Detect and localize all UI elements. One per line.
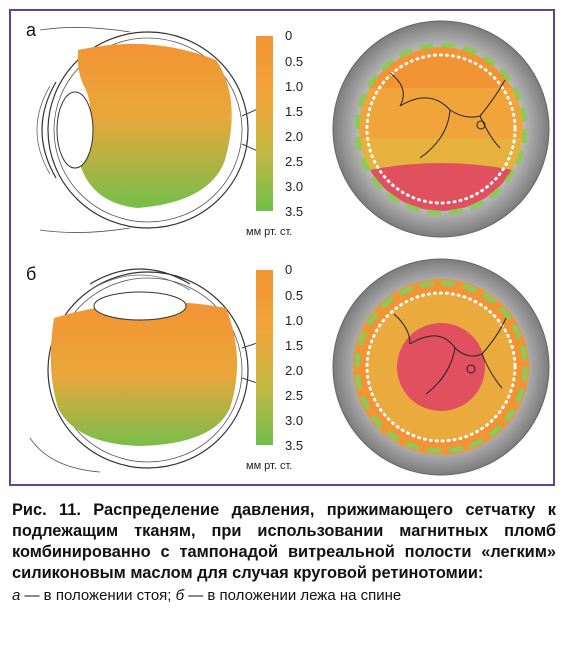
eye-sagittal-b [29, 268, 261, 473]
legend-b-letter: б [175, 587, 185, 604]
scale-tick: 1.0 [285, 313, 304, 328]
scale-tick: 0 [285, 262, 293, 277]
scale-bar-b [256, 270, 273, 445]
panel-b-label: б [26, 264, 37, 284]
legend-a-text: — в положении стоя; [20, 587, 176, 604]
scale-tick: 2.0 [285, 363, 304, 378]
scale-bar-a [256, 36, 273, 211]
eye-sagittal-a [36, 27, 261, 233]
scale-tick: 3.0 [285, 413, 304, 428]
scale-tick: 3.5 [285, 204, 304, 219]
units-label-b: мм рт. ст. [246, 460, 293, 472]
scale-tick: 0.5 [285, 54, 304, 69]
scale-tick: 3.0 [285, 179, 304, 194]
scale-tick: 2.5 [285, 154, 304, 169]
scale-tick: 2.0 [285, 129, 304, 144]
panel-a-label: а [26, 20, 37, 40]
scale-tick: 1.5 [285, 104, 304, 119]
caption-prefix: Рис. 11. [12, 501, 81, 519]
scale-tick: 2.5 [285, 388, 304, 403]
retina-map-a [332, 20, 550, 238]
scale-tick: 1.5 [285, 338, 304, 353]
caption-legend: а — в положении стоя; б — в положении ле… [12, 585, 556, 606]
caption-text: Распределение давления, прижимающего сет… [12, 501, 556, 582]
units-label-a: мм рт. ст. [246, 226, 293, 238]
figure-caption: Рис. 11. Распределение давления, прижима… [12, 500, 556, 606]
legend-a-letter: а [12, 587, 21, 604]
scale-tick: 1.0 [285, 79, 304, 94]
legend-b-text: — в положении лежа на спине [184, 587, 402, 604]
scale-tick: 3.5 [285, 438, 304, 453]
retina-map-b [332, 258, 550, 476]
scale-tick: 0 [285, 28, 293, 43]
scale-tick: 0.5 [285, 288, 304, 303]
